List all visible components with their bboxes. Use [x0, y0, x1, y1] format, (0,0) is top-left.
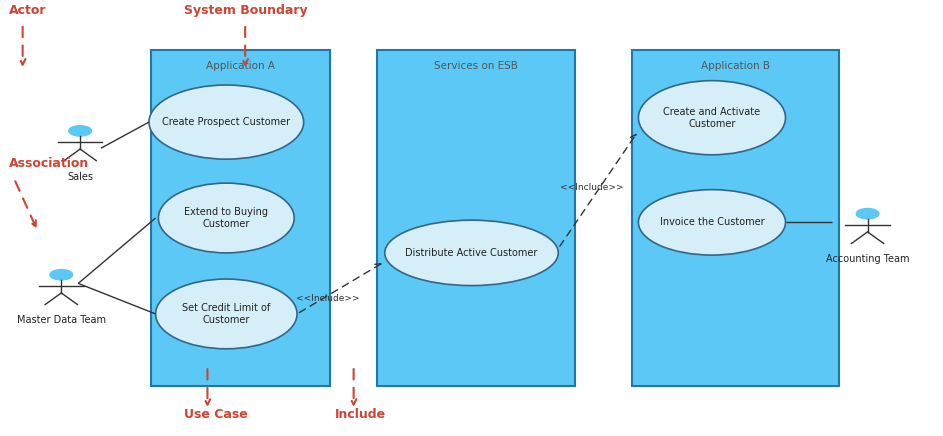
Text: System Boundary: System Boundary: [184, 4, 307, 17]
Text: Create and Activate
Customer: Create and Activate Customer: [664, 107, 760, 129]
Text: Include: Include: [335, 408, 386, 421]
Ellipse shape: [385, 220, 558, 286]
Bar: [377, 50, 575, 386]
Text: Services on ESB: Services on ESB: [435, 61, 518, 71]
Text: Application A: Application A: [206, 61, 275, 71]
Text: Sales: Sales: [67, 172, 93, 181]
Text: Invoice the Customer: Invoice the Customer: [660, 218, 764, 227]
Text: Create Prospect Customer: Create Prospect Customer: [162, 117, 290, 127]
Text: Actor: Actor: [9, 4, 47, 17]
Ellipse shape: [638, 190, 786, 255]
Text: Use Case: Use Case: [184, 408, 248, 421]
Text: Application B: Application B: [701, 61, 770, 71]
Circle shape: [69, 126, 91, 136]
Text: Master Data Team: Master Data Team: [17, 316, 106, 325]
Ellipse shape: [149, 85, 304, 159]
Text: Distribute Active Customer: Distribute Active Customer: [405, 248, 538, 258]
Text: Association: Association: [9, 157, 90, 170]
Ellipse shape: [158, 183, 294, 253]
Circle shape: [50, 269, 73, 280]
Bar: [632, 50, 839, 386]
Ellipse shape: [156, 279, 297, 349]
Text: Extend to Buying
Customer: Extend to Buying Customer: [184, 207, 269, 229]
Text: Accounting Team: Accounting Team: [826, 255, 909, 264]
Text: <<Include>>: <<Include>>: [296, 294, 360, 303]
Text: <<Include>>: <<Include>>: [560, 183, 624, 192]
Bar: [151, 50, 330, 386]
Ellipse shape: [638, 81, 786, 155]
Circle shape: [856, 208, 879, 219]
Text: Set Credit Limit of
Customer: Set Credit Limit of Customer: [182, 303, 271, 325]
